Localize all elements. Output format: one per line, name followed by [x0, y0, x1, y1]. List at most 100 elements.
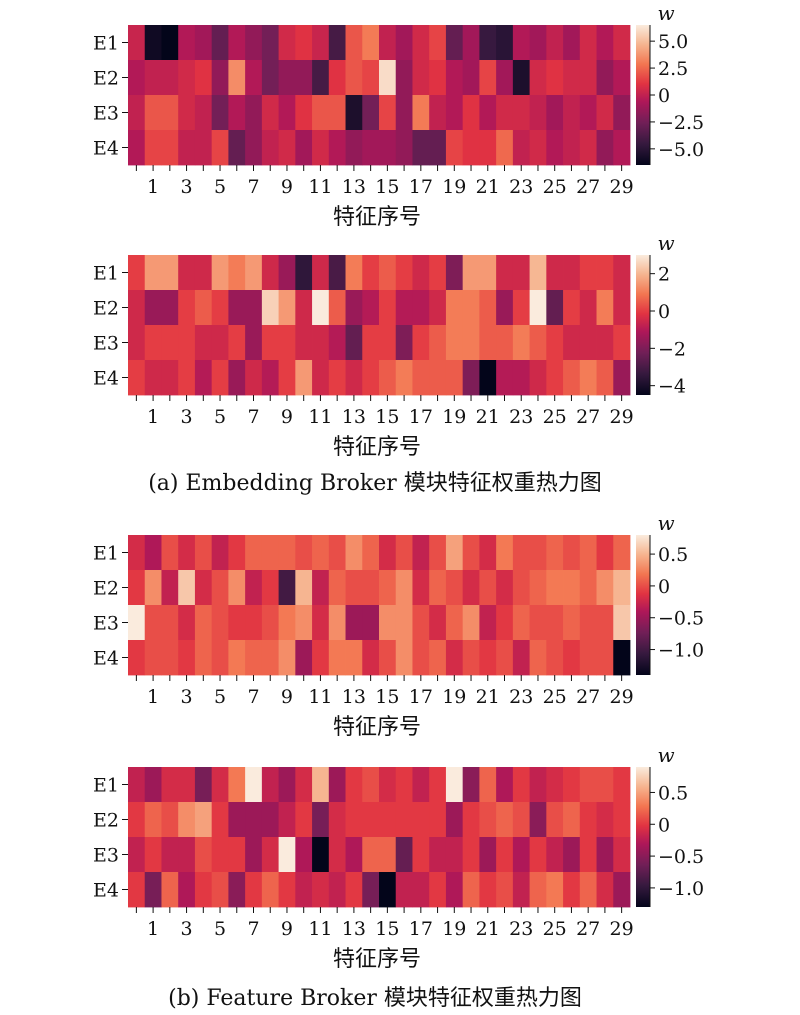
heatmap-cell-r2-c16 — [379, 290, 397, 326]
heatmap-cell-r4-c19 — [429, 130, 447, 166]
heatmap-cell-r2-c10 — [278, 290, 296, 326]
colorbar-tick-label: 0 — [658, 301, 670, 323]
heatmap-cell-r4-c3 — [161, 360, 179, 396]
x-tick-label-11: 11 — [308, 176, 332, 198]
heatmap-cell-r3-c30 — [613, 837, 631, 873]
heatmap-cell-r4-c6 — [211, 360, 229, 396]
heatmap-cell-r1-c26 — [546, 25, 564, 61]
heatmap-cell-r1-c2 — [144, 25, 162, 61]
x-tick-label-21: 21 — [476, 406, 500, 428]
heatmap-cell-r2-c16 — [379, 802, 397, 838]
heatmap-cell-r1-c13 — [328, 535, 346, 571]
heatmap-cell-r3-c3 — [161, 605, 179, 641]
heatmap-cell-r2-c25 — [529, 802, 547, 838]
heatmap-cell-r3-c1 — [128, 605, 146, 641]
heatmap-cell-r3-c3 — [161, 837, 179, 873]
heatmap-cell-r1-c6 — [211, 535, 229, 571]
heatmap-cell-r3-c14 — [345, 325, 363, 361]
heatmap-cell-r1-c16 — [379, 255, 397, 291]
heatmap-cell-r3-c2 — [144, 95, 162, 131]
heatmap-cell-r2-c12 — [312, 60, 330, 96]
heatmap-cell-r4-c4 — [178, 640, 196, 676]
heatmap-cell-r2-c27 — [563, 802, 581, 838]
heatmap-cell-r4-c28 — [579, 130, 597, 166]
heatmap-cell-r1-c30 — [613, 767, 631, 803]
colorbar-tick-label: −0.5 — [658, 608, 704, 630]
heatmap-cell-r3-c8 — [245, 95, 263, 131]
heatmap-cell-r3-c1 — [128, 837, 146, 873]
x-tick-label-3: 3 — [181, 176, 193, 198]
heatmap-cell-r1-c17 — [395, 767, 413, 803]
heatmap-cell-r1-c29 — [596, 767, 614, 803]
heatmap-cell-r3-c12 — [312, 95, 330, 131]
heatmap-cell-r3-c2 — [144, 605, 162, 641]
heatmap-cell-r2-c2 — [144, 570, 162, 606]
heatmap-cell-r3-c24 — [512, 837, 530, 873]
heatmap-cell-r2-c23 — [496, 802, 514, 838]
heatmap-cell-r3-c7 — [228, 95, 246, 131]
heatmap-cell-r2-c30 — [613, 60, 631, 96]
heatmap-cell-r4-c10 — [278, 640, 296, 676]
heatmap-cell-r1-c17 — [395, 255, 413, 291]
x-tick-label-19: 19 — [442, 686, 466, 708]
heatmap-cell-r1-c12 — [312, 255, 330, 291]
heatmap-cell-r3-c25 — [529, 837, 547, 873]
heatmap-cell-r1-c8 — [245, 255, 263, 291]
caption-b: (b) Feature Broker 模块特征权重热力图 — [168, 986, 582, 1011]
heatmap-cell-r1-c23 — [496, 255, 514, 291]
heatmap-cell-r3-c21 — [462, 837, 480, 873]
heatmap-cell-r4-c14 — [345, 130, 363, 166]
x-tick-label-29: 29 — [610, 406, 634, 428]
heatmap-cell-r4-c27 — [563, 872, 581, 908]
heatmap-cell-r4-c20 — [445, 360, 464, 396]
heatmap-cell-r3-c8 — [245, 605, 263, 641]
heatmap-cell-r2-c17 — [395, 802, 413, 838]
heatmap-cell-r4-c1 — [128, 872, 146, 908]
heatmap-cell-r1-c18 — [412, 767, 430, 803]
heatmap-cell-r2-c16 — [379, 60, 397, 96]
heatmap-cell-r1-c8 — [245, 767, 263, 803]
heatmap-cell-r3-c19 — [429, 605, 447, 641]
heatmap-cell-r2-c11 — [295, 290, 313, 326]
heatmap-cell-r1-c22 — [479, 535, 497, 571]
heatmap-cell-r4-c8 — [245, 872, 263, 908]
heatmap-cell-r4-c11 — [295, 640, 313, 676]
heatmap-cell-r1-c17 — [395, 25, 413, 61]
heatmap-cell-r4-c27 — [563, 640, 581, 676]
heatmap-cell-r2-c1 — [128, 290, 146, 326]
x-tick-label-11: 11 — [308, 406, 332, 428]
heatmap-cell-r2-c21 — [462, 570, 480, 606]
heatmap-cell-r3-c18 — [412, 325, 430, 361]
heatmap-cell-r3-c13 — [328, 95, 346, 131]
heatmap-cell-r1-c15 — [362, 767, 380, 803]
heatmap-cell-r4-c29 — [596, 640, 614, 676]
heatmap-cell-r4-c5 — [194, 130, 213, 166]
row-label-E1: E1 — [93, 775, 119, 797]
heatmap-cell-r3-c6 — [211, 837, 229, 873]
heatmap-cell-r1-c29 — [596, 255, 614, 291]
heatmap-cell-r2-c5 — [194, 570, 213, 606]
heatmap-cell-r4-c19 — [429, 640, 447, 676]
heatmap-cell-r4-c9 — [261, 872, 279, 908]
heatmap-cell-r2-c29 — [596, 60, 614, 96]
x-tick-label-21: 21 — [476, 176, 500, 198]
heatmap-cell-r4-c11 — [295, 872, 313, 908]
x-tick-label-21: 21 — [476, 686, 500, 708]
heatmap-cell-r4-c2 — [144, 360, 162, 396]
heatmap-cell-r4-c23 — [496, 872, 514, 908]
heatmap-cell-r2-c30 — [613, 570, 631, 606]
colorbar-tick-label: 2 — [658, 264, 670, 286]
heatmap-cell-r3-c6 — [211, 95, 229, 131]
heatmap-cell-r4-c6 — [211, 130, 229, 166]
heatmap-cell-r3-c22 — [479, 837, 497, 873]
heatmap-cell-r4-c7 — [228, 360, 246, 396]
heatmap-cell-r4-c10 — [278, 130, 296, 166]
heatmap-cell-r2-c15 — [362, 570, 380, 606]
heatmap-cell-r4-c22 — [479, 872, 497, 908]
heatmap-cell-r3-c5 — [194, 95, 213, 131]
heatmap-cell-r3-c15 — [362, 605, 380, 641]
heatmap-cell-r3-c26 — [546, 325, 564, 361]
x-tick-label-29: 29 — [610, 176, 634, 198]
heatmap-cell-r4-c15 — [362, 130, 380, 166]
